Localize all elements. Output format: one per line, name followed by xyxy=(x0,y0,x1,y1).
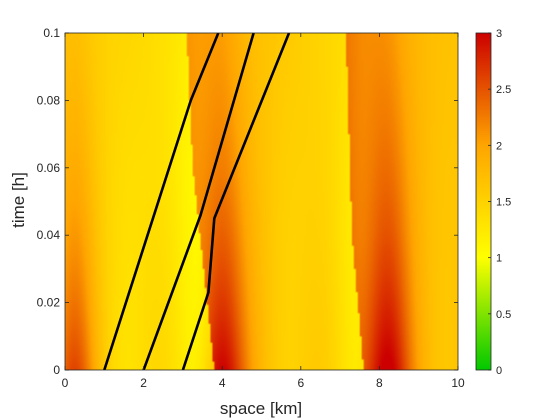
plot-frame xyxy=(64,32,459,371)
trajectory-line-1 xyxy=(103,33,220,370)
y-axis-title: time [h] xyxy=(9,172,28,228)
x-tick-label: 0 xyxy=(62,376,69,390)
colorbar-tick-label: 1.5 xyxy=(496,197,511,209)
y-tick-label: 0.06 xyxy=(37,161,61,175)
x-tick-label: 6 xyxy=(297,376,304,390)
trajectory-lines xyxy=(103,33,291,370)
x-axis: 0 2 4 6 8 10 xyxy=(62,33,465,390)
y-tick-label: 0.08 xyxy=(37,93,61,107)
colorbar-tick-label: 3 xyxy=(496,28,502,40)
colorbar-tick-label: 0 xyxy=(496,365,502,377)
y-tick-label: 0.1 xyxy=(43,26,60,40)
colorbar-tick-label: 2 xyxy=(496,140,502,152)
x-tick-label: 10 xyxy=(451,376,465,390)
x-tick-label: 8 xyxy=(376,376,383,390)
colorbar-tick-label: 2.5 xyxy=(496,84,511,96)
colorbar-ticks: 0 0.5 1 1.5 2 2.5 3 xyxy=(488,28,511,377)
y-tick-label: 0.02 xyxy=(37,296,61,310)
colorbar-tick-label: 1 xyxy=(496,253,502,265)
trajectory-line-3 xyxy=(181,33,291,370)
y-tick-label: 0.04 xyxy=(37,228,61,242)
heatmap-image xyxy=(65,33,458,370)
y-tick-label: 0 xyxy=(53,363,60,377)
heatmap-area xyxy=(65,33,458,370)
colorbar-tick-label: 0.5 xyxy=(496,309,511,321)
x-tick-label: 2 xyxy=(140,376,147,390)
x-axis-title: space [km] xyxy=(220,399,302,418)
trajectory-line-2 xyxy=(142,33,255,370)
y-axis: 0 0.02 0.04 0.06 0.08 0.1 xyxy=(37,26,458,377)
colorbar: 0 0.5 1 1.5 2 2.5 3 xyxy=(475,28,511,377)
x-tick-label: 4 xyxy=(219,376,226,390)
